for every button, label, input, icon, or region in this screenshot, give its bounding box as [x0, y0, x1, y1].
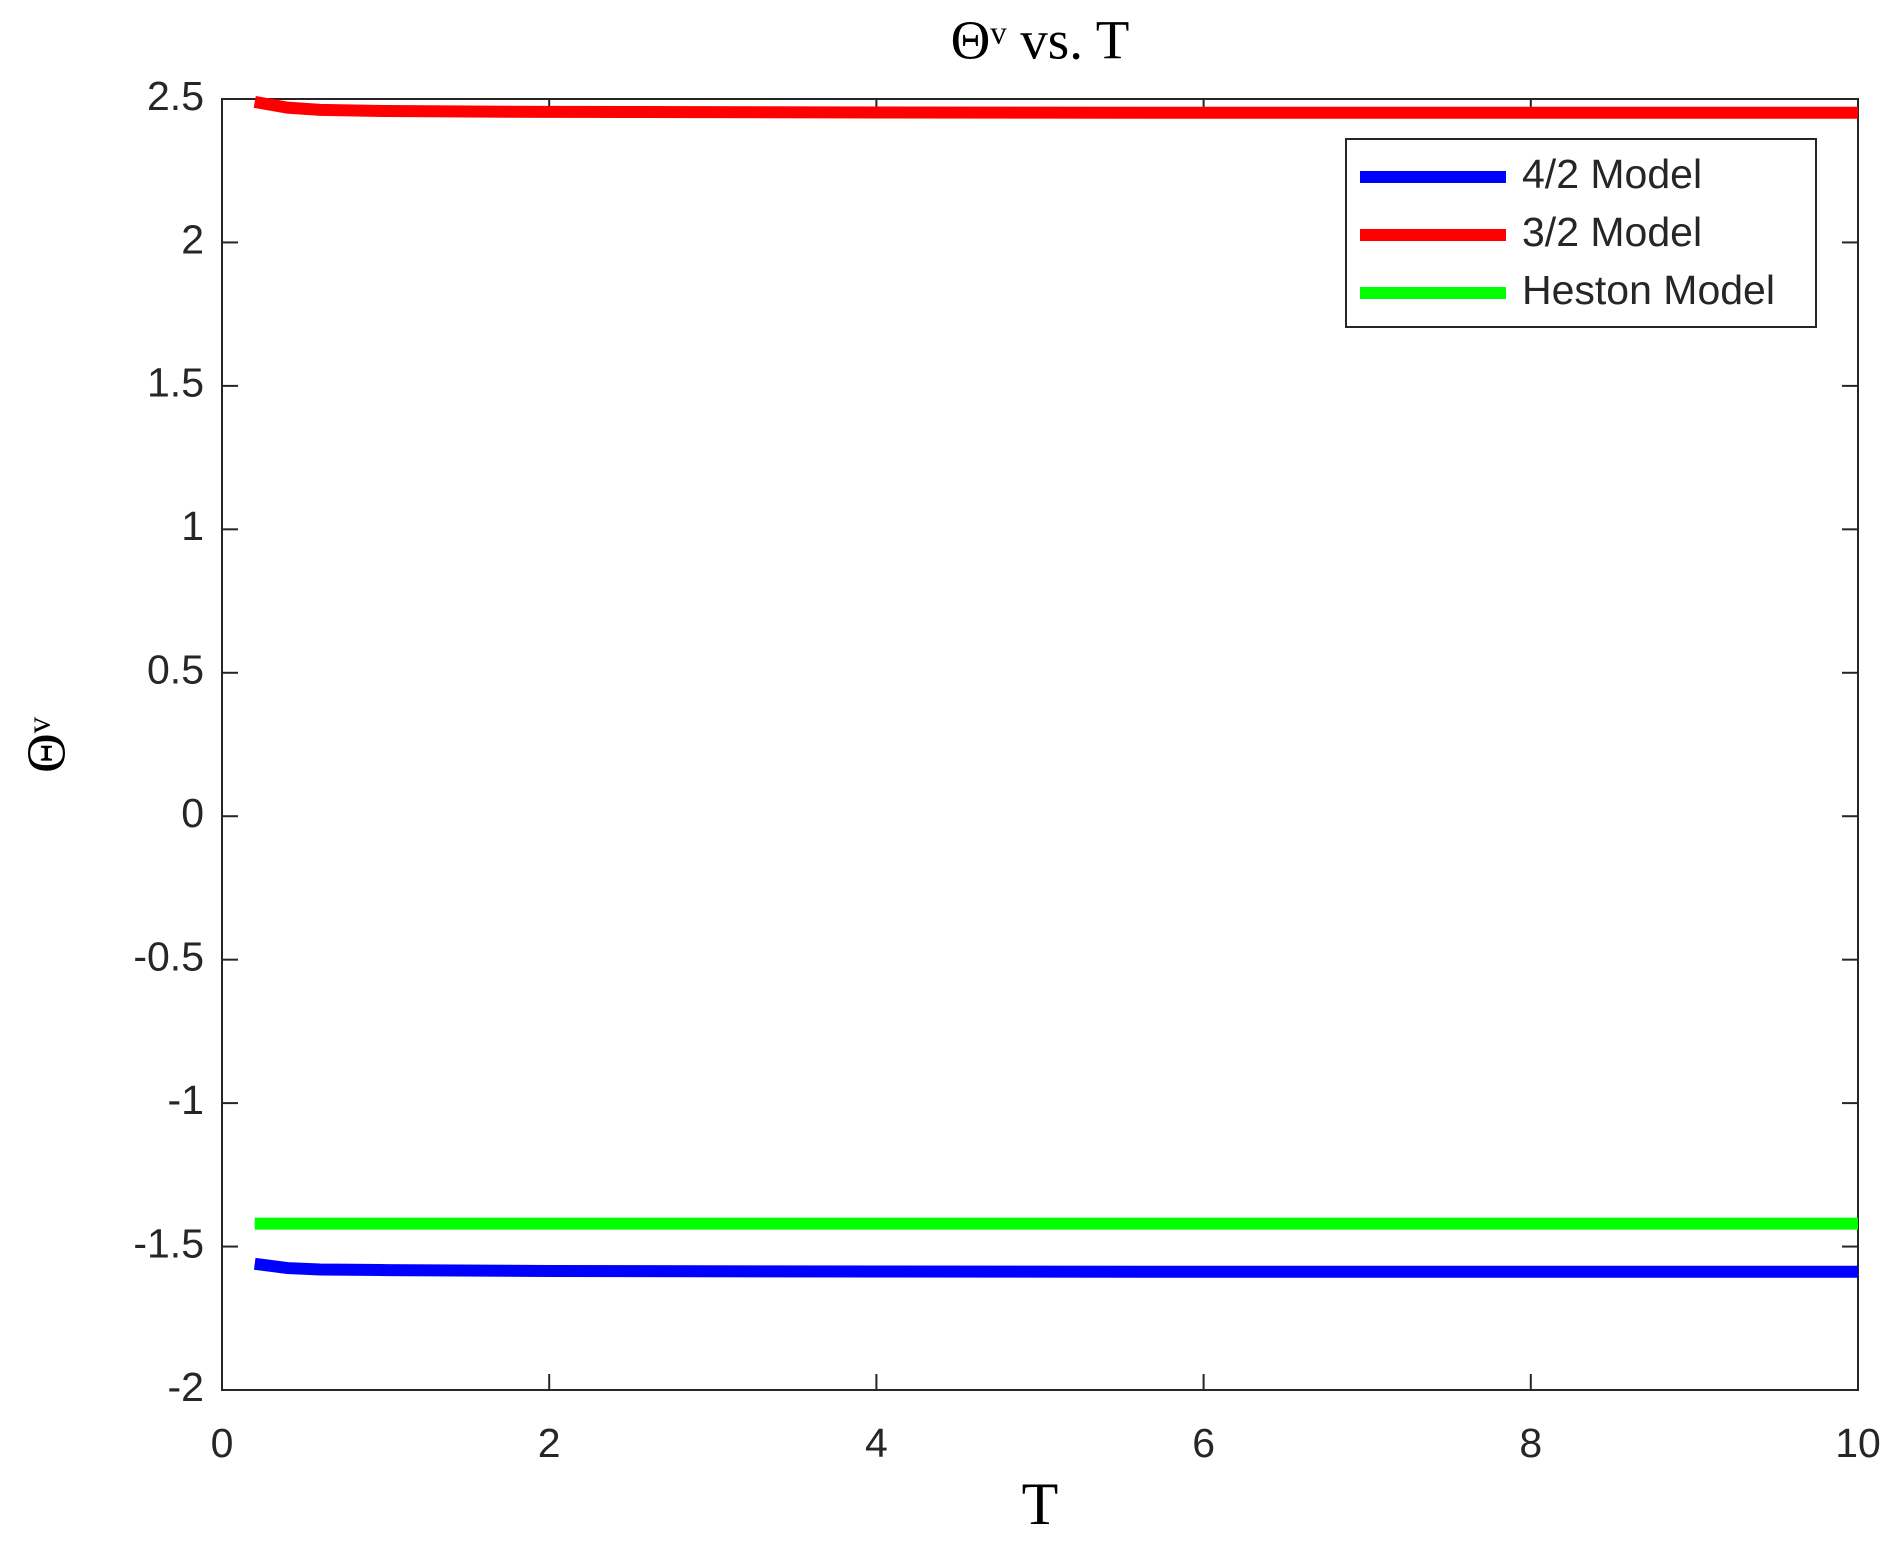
y-tick-label: -2 [168, 1364, 204, 1410]
y-tick-label: 0 [181, 790, 204, 836]
x-tick-label: 10 [1835, 1420, 1881, 1466]
y-tick-label: 2.5 [147, 73, 204, 119]
x-tick-label: 8 [1519, 1420, 1542, 1466]
y-tick-label: -1 [168, 1077, 204, 1123]
x-tick-label: 0 [211, 1420, 234, 1466]
x-tick-label: 2 [538, 1420, 561, 1466]
y-axis-label: Θᵛ [16, 716, 77, 773]
legend-label: 3/2 Model [1522, 209, 1702, 255]
legend-label: 4/2 Model [1522, 151, 1702, 197]
y-tick-label: -1.5 [133, 1220, 204, 1266]
y-tick-label: -0.5 [133, 933, 204, 979]
y-tick-label: 0.5 [147, 647, 204, 693]
y-tick-label: 2 [181, 216, 204, 262]
y-tick-label: 1.5 [147, 360, 204, 406]
series-line [253, 1257, 1858, 1278]
x-tick-label: 4 [865, 1420, 888, 1466]
legend-label: Heston Model [1522, 267, 1775, 313]
series-line [253, 95, 1858, 119]
y-tick-label: 1 [181, 503, 204, 549]
chart-title: Θᵛ vs. T [951, 10, 1130, 71]
x-axis-label: T [1022, 1471, 1059, 1537]
x-tick-label: 6 [1192, 1420, 1215, 1466]
